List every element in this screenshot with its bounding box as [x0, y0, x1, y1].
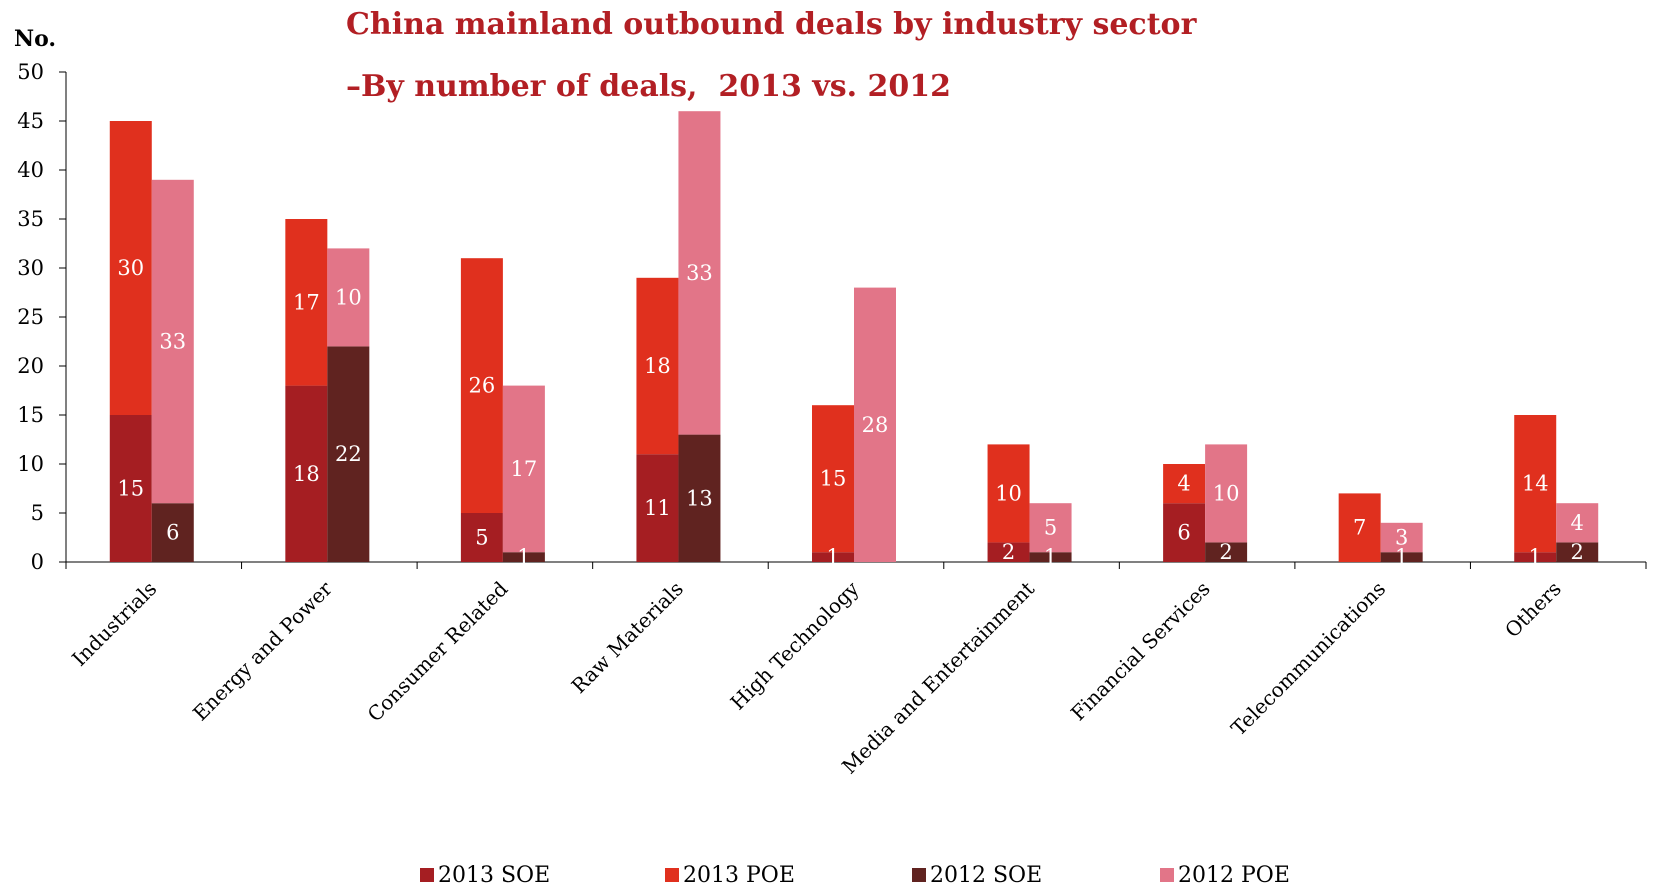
chart-subtitle: –By number of deals, 2013 vs. 2012	[346, 69, 951, 104]
y-tick-label: 45	[17, 109, 44, 133]
data-label: 3	[1395, 526, 1408, 550]
data-label: 10	[995, 481, 1022, 505]
category-label: Consumer Related	[363, 576, 513, 726]
data-label: 7	[1353, 516, 1366, 540]
data-label: 26	[469, 374, 496, 398]
data-label: 2	[1002, 540, 1015, 564]
data-label: 22	[335, 442, 362, 466]
category-label: Industrials	[67, 577, 161, 671]
category-label: High Technology	[726, 576, 864, 714]
category-label: Energy and Power	[188, 576, 337, 725]
data-label: 14	[1522, 472, 1549, 496]
y-tick-label: 5	[31, 501, 44, 525]
legend-label: 2013 SOE	[438, 863, 550, 886]
data-label: 5	[475, 526, 488, 550]
data-label: 6	[1177, 521, 1190, 545]
category-label: Raw Materials	[567, 577, 688, 698]
data-label: 6	[166, 521, 179, 545]
data-label: 1	[1529, 545, 1542, 569]
legend: 2013 SOE 2013 POE 2012 SOE 2012 POE	[420, 863, 1290, 886]
data-label: 4	[1571, 511, 1584, 535]
data-label: 4	[1177, 472, 1190, 496]
data-label: 15	[117, 477, 144, 501]
y-tick-label: 30	[17, 256, 44, 280]
y-tick-label: 25	[17, 305, 44, 329]
category-label: Financial Services	[1066, 577, 1215, 726]
data-label: 10	[335, 285, 362, 309]
data-label: 33	[159, 330, 186, 354]
data-label: 2	[1571, 540, 1584, 564]
data-label: 30	[117, 256, 144, 280]
data-label: 1	[826, 545, 839, 569]
data-label: 13	[686, 486, 713, 510]
data-label: 1	[1044, 545, 1057, 569]
legend-label: 2012 POE	[1178, 863, 1290, 886]
data-label: 18	[293, 462, 320, 486]
data-label: 17	[293, 290, 320, 314]
y-tick-label: 40	[17, 158, 44, 182]
category-label: Others	[1500, 577, 1566, 643]
legend-swatch	[1160, 868, 1174, 882]
legend-label: 2012 SOE	[930, 863, 1042, 886]
data-label: 10	[1213, 481, 1240, 505]
data-label: 18	[644, 354, 671, 378]
category-label: Telecommunications	[1226, 577, 1390, 741]
y-tick-label: 10	[17, 452, 44, 476]
data-label: 33	[686, 261, 713, 285]
bars	[110, 111, 1598, 562]
legend-swatch	[420, 868, 434, 882]
y-tick-label: 35	[17, 207, 44, 231]
data-label: 5	[1044, 516, 1057, 540]
y-axis-label: No.	[14, 26, 56, 52]
legend-swatch	[912, 868, 926, 882]
data-label: 11	[644, 496, 671, 520]
data-label: 17	[511, 457, 538, 481]
data-label: 2	[1219, 540, 1232, 564]
data-label: 28	[862, 413, 889, 437]
data-label: 1	[517, 545, 530, 569]
legend-swatch	[665, 868, 679, 882]
category-labels: Industrials Energy and Power Consumer Rela…	[67, 576, 1566, 778]
chart-title: China mainland outbound deals by industr…	[346, 7, 1198, 42]
y-tick-label: 0	[31, 550, 44, 574]
y-tick-label: 20	[17, 354, 44, 378]
y-tick-label: 50	[17, 60, 44, 84]
legend-label: 2013 POE	[683, 863, 795, 886]
y-tick-label: 15	[17, 403, 44, 427]
data-label: 15	[820, 467, 847, 491]
category-label: Media and Entertainment	[837, 577, 1039, 779]
